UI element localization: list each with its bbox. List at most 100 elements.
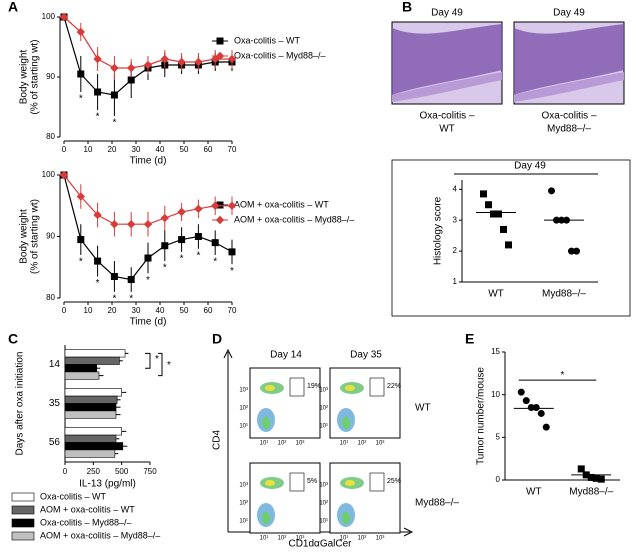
- marker: [110, 91, 118, 99]
- gate: [369, 377, 385, 397]
- bar: [64, 410, 117, 419]
- y-axis-label: CD4: [212, 430, 223, 450]
- x-tick-label: 10¹: [340, 441, 349, 447]
- y-tick-label: 10²: [319, 406, 328, 412]
- tissue-layer: [514, 72, 624, 102]
- x-tick-label: 10¹: [340, 536, 349, 542]
- bar: [64, 449, 116, 458]
- x-tick-label: 40: [156, 306, 165, 315]
- x-tick-label: 0: [63, 467, 68, 476]
- cell-cloud: [345, 480, 355, 486]
- cell-cloud: [342, 417, 350, 429]
- marker: [194, 233, 202, 240]
- significance: *: [155, 354, 159, 365]
- cell-cloud: [345, 385, 355, 391]
- y-tick-label: 80: [46, 293, 55, 302]
- legend-label: Oxa-colitis – Myd88–/–: [234, 50, 326, 60]
- y-tick-label: 10³: [319, 483, 328, 489]
- image-title: Day 49: [553, 8, 585, 19]
- marker: [59, 12, 69, 22]
- panel-label: E: [465, 331, 474, 347]
- x-tick-label: 10³: [296, 536, 305, 542]
- marker: [93, 210, 102, 220]
- x-tick-label: 10²: [358, 536, 367, 542]
- x-tick-label: 10²: [278, 441, 287, 447]
- marker: [542, 423, 550, 431]
- y-tick-label: 10²: [239, 501, 248, 507]
- x-tick-label: Myd88–/–: [569, 487, 613, 498]
- column-title: Day 35: [350, 350, 382, 361]
- marker: [160, 54, 170, 64]
- x-tick-label: 20: [108, 306, 117, 315]
- x-tick-label: 50: [180, 145, 189, 154]
- chart-title: Day 49: [514, 161, 546, 172]
- bar: [64, 388, 122, 397]
- x-tick-label: 30: [132, 306, 141, 315]
- x-tick-label: 20: [108, 145, 117, 154]
- marker: [59, 170, 69, 180]
- y-tick-label: 90: [46, 232, 55, 241]
- image-caption: Oxa-colitis –: [419, 111, 474, 122]
- y-tick-label: 90: [46, 72, 55, 81]
- marker: [500, 225, 507, 233]
- marker: [215, 51, 225, 61]
- x-axis-label: CD1dαGalCer: [288, 539, 352, 550]
- significance: *: [196, 250, 200, 261]
- tissue: [514, 24, 624, 95]
- x-tick-label: 10³: [296, 441, 305, 447]
- x-axis-label: Time (d): [130, 317, 167, 328]
- gate: [289, 472, 305, 492]
- cell-cloud: [265, 385, 275, 391]
- significance: *: [230, 266, 234, 277]
- column-title: Day 14: [270, 350, 302, 361]
- marker: [127, 276, 135, 284]
- image-title: Day 49: [431, 8, 463, 19]
- marker: [194, 204, 203, 214]
- marker: [577, 465, 585, 473]
- marker: [177, 207, 186, 217]
- legend-label: AOM + oxa-colitis – Myd88–/–: [234, 214, 354, 224]
- marker: [227, 201, 237, 210]
- marker: [94, 257, 102, 265]
- significance: *: [79, 257, 83, 268]
- marker: [93, 54, 102, 64]
- marker: [215, 215, 225, 225]
- x-tick-label: 10: [84, 145, 93, 154]
- y-axis-label: (% of starting wt): [30, 199, 41, 274]
- bar: [64, 403, 117, 412]
- y-tick-label: 56: [49, 437, 61, 448]
- cell-cloud: [262, 417, 270, 429]
- significance-bracket: [145, 352, 163, 377]
- y-tick-label: 10¹: [319, 424, 328, 430]
- cell-cloud: [265, 480, 275, 486]
- significance: *: [112, 293, 116, 304]
- x-tick-label: 10¹: [260, 441, 269, 447]
- marker: [505, 241, 512, 249]
- x-tick-label: 70: [228, 306, 237, 315]
- y-axis-label: Body weight: [19, 50, 30, 105]
- marker: [126, 63, 136, 73]
- x-tick-label: 70: [228, 145, 237, 154]
- y-axis-label: (% of starting wt): [30, 39, 41, 114]
- marker: [548, 187, 555, 195]
- bar: [64, 442, 124, 451]
- gate-percentage: 19%: [307, 383, 321, 390]
- y-tick-label: 10³: [239, 388, 248, 394]
- marker: [228, 248, 236, 256]
- marker: [211, 239, 219, 247]
- bar: [64, 434, 117, 443]
- y-tick-label: 10¹: [239, 519, 248, 525]
- gate: [369, 472, 385, 492]
- y-tick-label: 1: [453, 277, 458, 286]
- y-axis-label: Tumor number/mouse: [476, 367, 487, 465]
- x-tick-label: 10²: [358, 441, 367, 447]
- x-tick-label: 60: [204, 145, 213, 154]
- y-axis-label: Days after oxa initiation: [15, 352, 26, 456]
- tissue-layer: [392, 72, 502, 102]
- panel-label: A: [8, 0, 18, 15]
- significance: *: [112, 118, 116, 129]
- y-tick-label: 3: [453, 215, 458, 224]
- row-label: Myd88–/–: [415, 498, 459, 509]
- x-tick-label: 10³: [376, 441, 385, 447]
